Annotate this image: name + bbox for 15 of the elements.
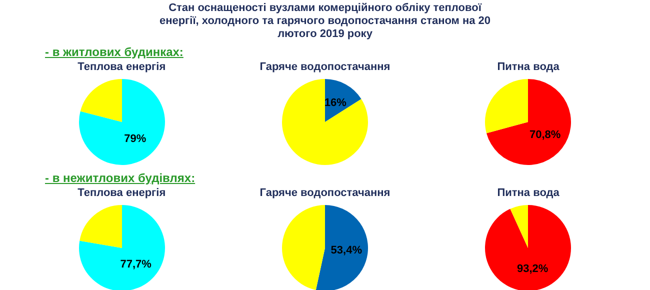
- text: Стан оснащеності вузлами комерційного обліку теплової енергії, холодного та гарячого водопостачання станом на 20 лютого 2019 року: [158, 1, 492, 41]
- chart-title: Теплова енергія: [76, 61, 167, 75]
- text: - в нежитлових будівлях:: [44, 170, 196, 185]
- data-label: 16%: [324, 97, 347, 110]
- data-label: 53,4%: [330, 244, 362, 256]
- chart-title: Гаряче водопостачання: [258, 61, 392, 75]
- data-label: 77,7%: [120, 258, 152, 270]
- chart-title: Питна вода: [496, 187, 560, 201]
- data-label: 79%: [124, 133, 146, 146]
- data-label: 93,2%: [517, 263, 549, 276]
- chart-title: Теплова енергія: [76, 187, 167, 201]
- chart-title: Питна вода: [496, 61, 560, 75]
- text: - в житлових будинках:: [44, 44, 184, 59]
- chart-title: Гаряче водопостачання: [258, 187, 392, 201]
- data-label: 70,8%: [530, 129, 562, 142]
